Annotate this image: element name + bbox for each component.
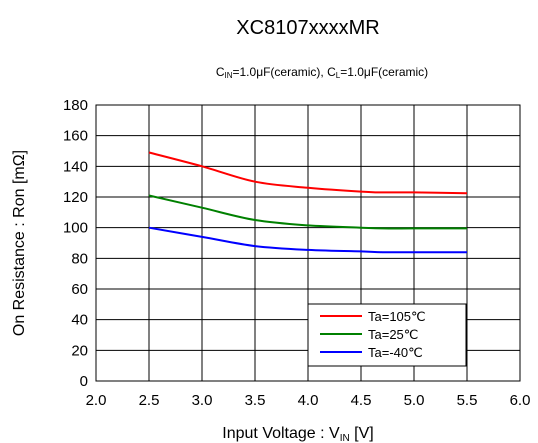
- subtitle-cin-main: C: [216, 65, 225, 79]
- x-tick-label: 3.0: [192, 392, 213, 409]
- x-tick-label: 2.5: [139, 392, 160, 409]
- y-tick-label: 40: [71, 312, 88, 329]
- legend-label: Ta=25℃: [368, 327, 418, 342]
- series-line: [148, 151, 468, 195]
- y-tick-label: 140: [63, 158, 88, 175]
- x-tick-label: 5.0: [404, 392, 425, 409]
- x-tick-label: 6.0: [510, 392, 531, 409]
- subtitle-cl-sub: L: [336, 71, 341, 80]
- legend-items: Ta=105℃ Ta=25℃ Ta=-40℃: [320, 309, 426, 360]
- series-line: [148, 194, 467, 230]
- y-tick-label: 80: [71, 250, 88, 267]
- y-tick-label: 60: [71, 281, 88, 298]
- y-tick-label: 100: [63, 220, 88, 237]
- y-tick-label: 0: [80, 373, 88, 390]
- x-tick-label: 2.0: [86, 392, 107, 409]
- x-axis-label-main: Input Voltage : V: [222, 425, 340, 442]
- subtitle-cin-sub: IN: [225, 71, 233, 80]
- y-tick-label: 160: [63, 128, 88, 145]
- y-tick-label: 120: [63, 189, 88, 206]
- y-axis-label: On Resistance : Ron [mΩ]: [11, 150, 28, 336]
- series-line: [148, 226, 467, 254]
- x-tick-label: 4.5: [351, 392, 372, 409]
- chart-subtitle: CIN=1.0μF(ceramic), CL=1.0μF(ceramic): [216, 65, 428, 80]
- x-tick-label: 3.5: [245, 392, 266, 409]
- x-axis-label-sub: IN: [340, 433, 350, 443]
- legend-label: Ta=105℃: [368, 309, 426, 324]
- subtitle-cin-rest: =1.0μF(ceramic),: [233, 65, 328, 79]
- subtitle-cl-rest: =1.0μF(ceramic): [340, 65, 428, 79]
- x-tick-labels: 2.0 2.5 3.0 3.5 4.0 4.5 5.0 5.5 6.0: [86, 392, 531, 409]
- x-axis-label-rest: [V]: [350, 425, 374, 442]
- y-tick-label: 180: [63, 97, 88, 114]
- subtitle-cl-main: C: [327, 65, 336, 79]
- series-layer: [148, 151, 468, 254]
- x-axis-label: Input Voltage : VIN [V]: [222, 425, 373, 443]
- x-tick-label: 4.0: [298, 392, 319, 409]
- plot-frame: [95, 104, 521, 382]
- y-tick-labels: 0 20 40 60 80 100 120 140 160 180: [63, 97, 88, 390]
- x-tick-label: 5.5: [457, 392, 478, 409]
- legend: Ta=105℃ Ta=25℃ Ta=-40℃: [307, 303, 467, 367]
- legend-label: Ta=-40℃: [368, 345, 423, 360]
- chart-title: XC8107xxxxMR: [236, 17, 379, 39]
- y-tick-label: 20: [71, 342, 88, 359]
